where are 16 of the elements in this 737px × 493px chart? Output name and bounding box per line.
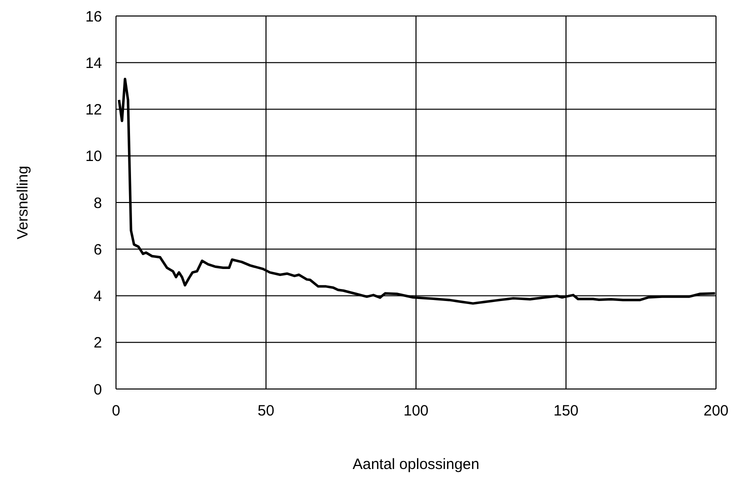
y-tick-label: 0	[94, 381, 102, 398]
y-tick-label: 6	[94, 241, 102, 258]
x-axis-title: Aantal oplossingen	[352, 456, 480, 473]
y-tick-label: 16	[85, 8, 102, 26]
y-tick-label: 14	[85, 54, 102, 72]
x-tick-label: 50	[258, 402, 274, 420]
y-axis-title: Versnelling	[14, 166, 32, 240]
y-tick-label: 10	[85, 148, 102, 166]
x-tick-label: 100	[403, 402, 429, 420]
y-tick-label: 8	[94, 194, 102, 212]
y-tick-label: 12	[85, 102, 102, 119]
x-tick-label: 0	[112, 402, 120, 420]
y-tick-label: 2	[94, 334, 102, 352]
y-tick-label: 4	[94, 288, 102, 306]
x-tick-label: 200	[703, 402, 729, 420]
x-tick-label: 150	[553, 402, 579, 420]
